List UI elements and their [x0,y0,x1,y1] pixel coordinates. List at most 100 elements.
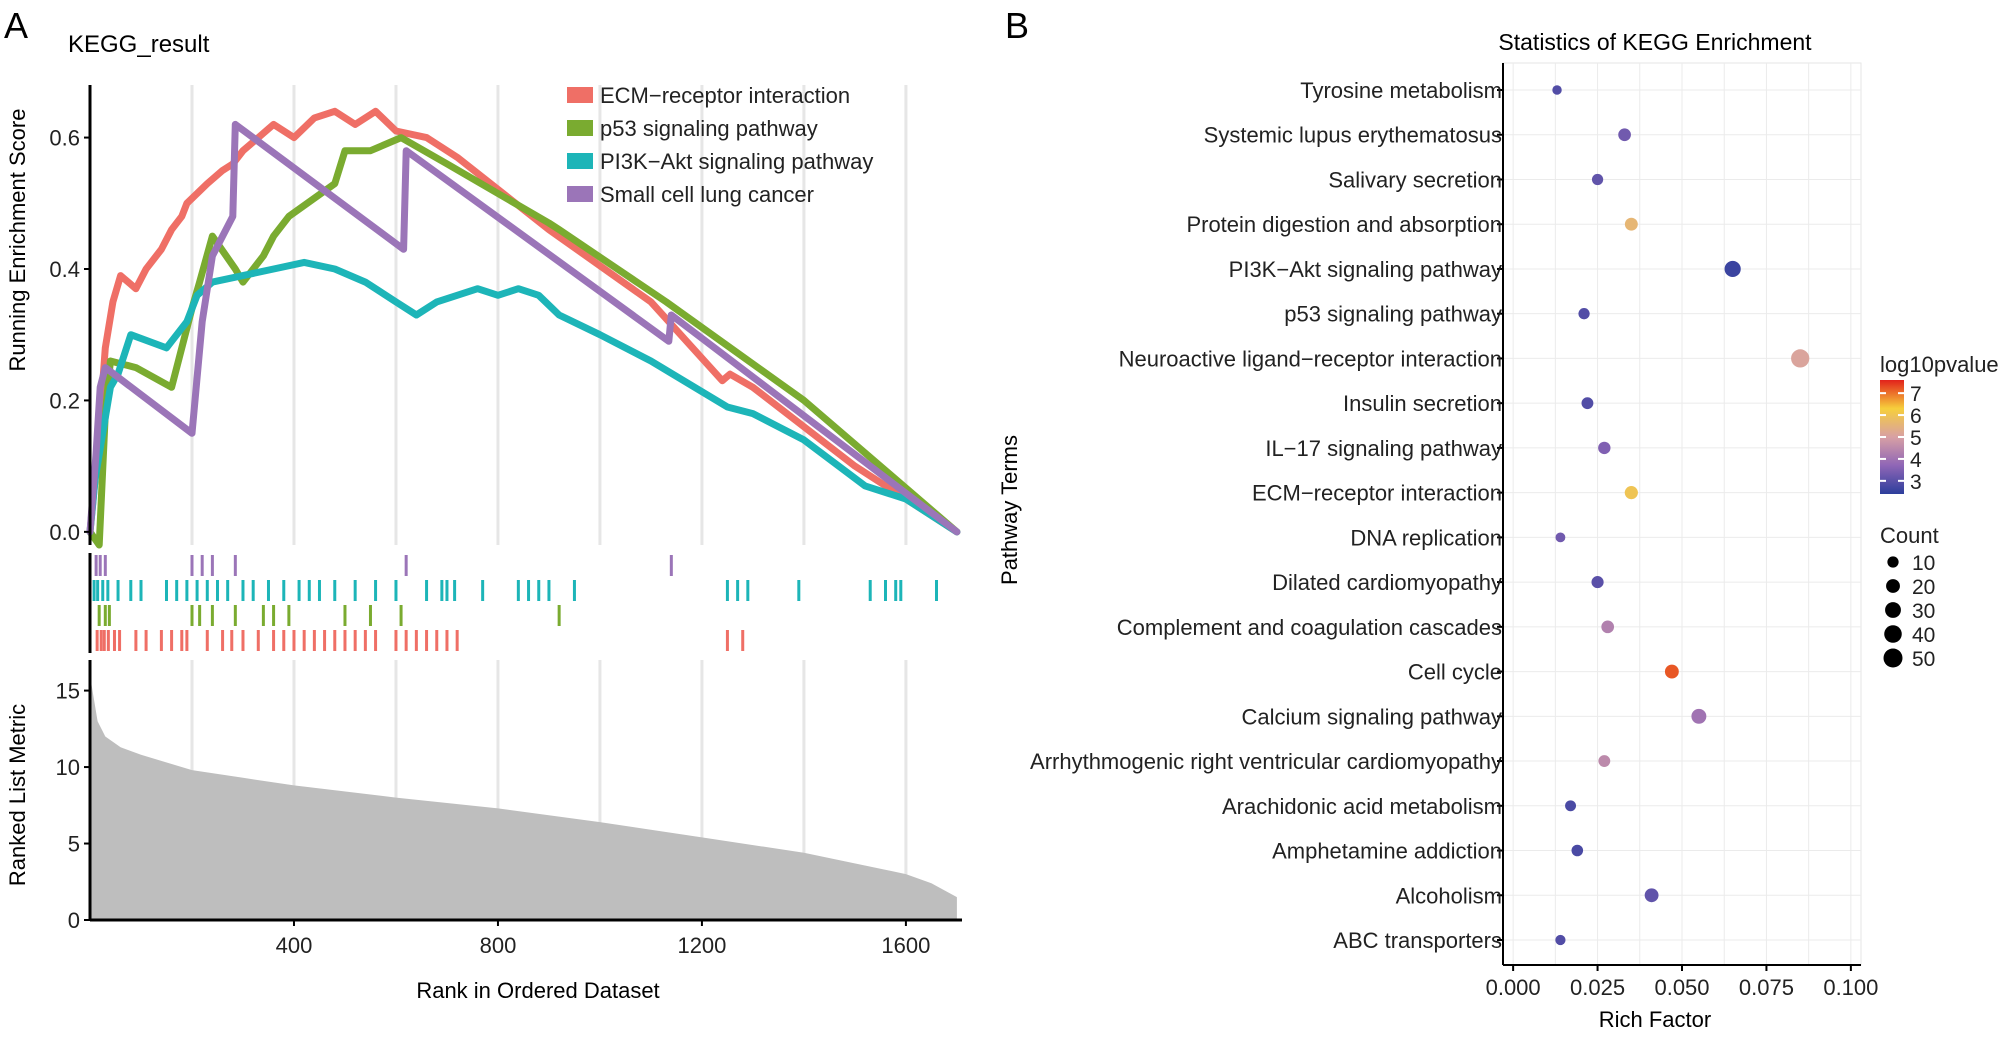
series-line-3 [86,120,961,536]
color-tick-label: 3 [1910,471,1922,494]
size-legend-dot [1883,648,1903,668]
category-label: Calcium signaling pathway [1242,704,1502,729]
kegg-point [1598,441,1611,455]
category-label: ABC transporters [1333,928,1502,953]
size-legend-label: 40 [1912,624,1935,647]
series-line-1 [86,134,961,549]
category-label: IL−17 signaling pathway [1265,436,1502,461]
size-legend-dot [1885,602,1901,618]
y-tick-label: 0.2 [49,388,80,413]
category-label: Systemic lupus erythematosus [1204,123,1502,148]
metric-ylabel: Ranked List Metric [5,704,30,886]
panel-a-label: A [4,5,28,46]
size-legend-label: 10 [1912,552,1935,575]
category-label: Dilated cardiomyopathy [1272,570,1502,595]
kegg-point [1664,664,1679,679]
kegg-point [1591,173,1604,186]
x-tick-label: 0.050 [1654,975,1709,1000]
category-label: DNA replication [1350,525,1502,550]
y-tick-label: 0.4 [49,257,80,282]
gsea-lines [86,107,961,549]
kegg-point [1591,576,1604,589]
legend-swatch [567,120,593,136]
category-label: PI3K−Akt signaling pathway [1229,257,1502,282]
x-tick-label: 400 [276,933,313,958]
category-label: Salivary secretion [1328,167,1502,192]
kegg-point [1552,85,1562,95]
kegg-point [1601,620,1615,634]
category-label: Cell cycle [1408,660,1502,685]
y-tick-label: 15 [56,679,80,704]
y-tick-label: 5 [68,832,80,857]
color-tick-label: 4 [1910,449,1922,472]
color-tick-label: 5 [1910,427,1922,450]
gsea-title: KEGG_result [68,31,210,58]
gsea-ylabel: Running Enrichment Score [5,109,30,372]
kegg-point [1555,532,1566,543]
kegg-point [1624,486,1638,500]
kegg-point [1791,349,1810,368]
legend-swatch [567,87,593,103]
gsea-legend: ECM−receptor interaction p53 signaling pa… [567,83,873,207]
series-line-2 [86,258,961,536]
kegg-point [1565,800,1577,812]
category-label: ECM−receptor interaction [1252,481,1502,506]
gsea-hit-rugs [92,555,939,651]
legend-label: ECM−receptor interaction [600,83,850,108]
kegg-point [1624,217,1638,231]
legend-label: p53 signaling pathway [600,116,818,141]
category-label: Complement and coagulation cascades [1117,615,1502,640]
x-tick-label: 1200 [677,933,726,958]
kegg-grid [1502,62,1862,966]
category-label: Amphetamine addiction [1272,839,1502,864]
size-legend-label: 50 [1912,648,1935,671]
gsea-axes: 0.0 0.2 0.4 0.6 0 5 10 15 400 800 1200 1600 [49,85,962,958]
kegg-ylabel: Pathway Terms [997,435,1022,585]
size-legend-dot [1886,579,1900,593]
size-legend-label: 30 [1912,600,1935,623]
kegg-point [1618,128,1631,142]
category-label: Protein digestion and absorption [1186,212,1502,237]
category-label: Insulin secretion [1343,391,1502,416]
ranked-metric-area [90,675,957,920]
category-label: Alcoholism [1396,883,1502,908]
kegg-point [1571,844,1584,857]
category-label: Neuroactive ligand−receptor interaction [1119,346,1502,371]
kegg-point [1598,755,1611,767]
x-tick-label: 0.000 [1486,975,1541,1000]
kegg-axes: Tyrosine metabolism Systemic lupus erythe… [1030,63,1878,1000]
kegg-point [1555,934,1566,946]
x-tick-label: 0.100 [1823,975,1878,1000]
y-tick-label: 10 [56,755,80,780]
category-label: Tyrosine metabolism [1300,78,1502,103]
size-legend-label: 20 [1912,576,1935,599]
kegg-point [1691,708,1707,724]
kegg-title: Statistics of KEGG Enrichment [1498,29,1812,55]
color-tick-label: 7 [1910,383,1922,406]
x-tick-label: 1600 [881,933,930,958]
size-legend-dot [1884,625,1902,643]
metric-area [90,675,957,920]
size-legend-title: Count [1880,523,1939,548]
x-tick-label: 800 [480,933,517,958]
category-label: Arachidonic acid metabolism [1222,794,1502,819]
legend-label: PI3K−Akt signaling pathway [600,149,873,174]
legend-swatch [567,186,593,202]
kegg-points [1552,85,1810,946]
size-legend-dot [1887,556,1899,568]
kegg-point [1578,308,1590,320]
legend-swatch [567,153,593,169]
kegg-xlabel: Rich Factor [1599,1007,1711,1032]
kegg-point [1644,888,1659,903]
gsea-xlabel: Rank in Ordered Dataset [416,978,659,1003]
panel-b-label: B [1005,5,1029,46]
kegg-point [1724,260,1741,278]
x-tick-label: 0.075 [1739,975,1794,1000]
category-label: Arrhythmogenic right ventricular cardiom… [1030,749,1502,774]
color-legend-title: log10pvalue [1880,352,1999,377]
x-tick-label: 0.025 [1570,975,1625,1000]
category-label: p53 signaling pathway [1284,302,1502,327]
